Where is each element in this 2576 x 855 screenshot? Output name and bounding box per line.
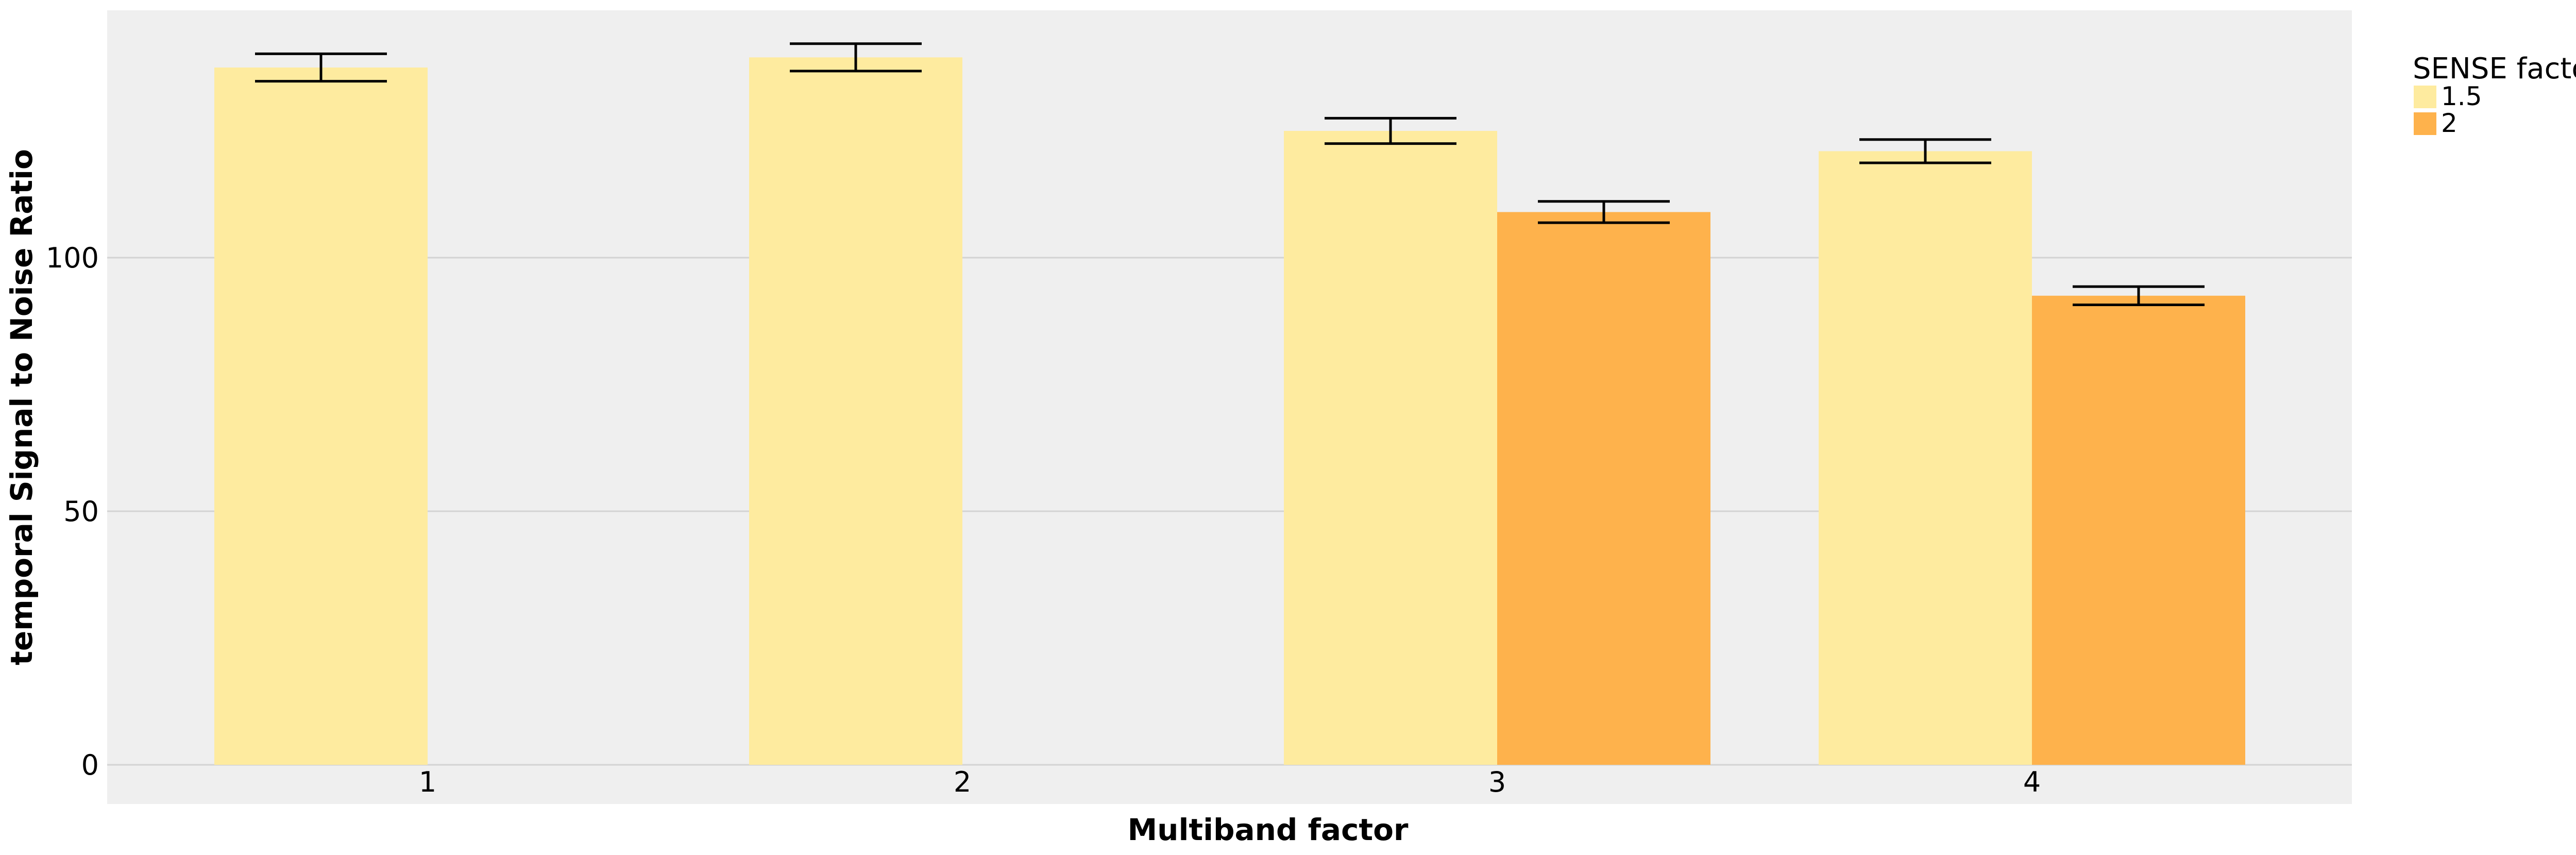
y-tick-label: 0 bbox=[81, 749, 99, 781]
legend-label: 2 bbox=[2441, 108, 2458, 138]
legend-swatch bbox=[2414, 112, 2436, 135]
bar bbox=[1497, 212, 1710, 765]
x-tick-label: 2 bbox=[954, 766, 971, 798]
error-bar bbox=[1538, 200, 1670, 224]
y-tick-labels: 0 50 100 bbox=[46, 242, 99, 781]
x-tick-label: 4 bbox=[2023, 766, 2041, 798]
legend-title: SENSE factor bbox=[2413, 52, 2576, 86]
bars bbox=[214, 57, 2245, 765]
error-bar bbox=[790, 42, 922, 73]
bar bbox=[2032, 295, 2245, 765]
bar bbox=[749, 57, 962, 765]
bar bbox=[1819, 151, 2032, 765]
x-axis-title: Multiband factor bbox=[1127, 812, 1408, 847]
error-bar bbox=[1859, 138, 1991, 164]
x-tick-label: 1 bbox=[419, 766, 436, 798]
error-bar bbox=[255, 52, 387, 83]
y-axis-title: temporal Signal to Noise Ratio bbox=[4, 149, 39, 665]
y-tick-label: 100 bbox=[46, 242, 99, 274]
error-bar bbox=[2073, 285, 2205, 307]
bar bbox=[214, 68, 428, 765]
error-bars bbox=[255, 42, 2205, 307]
legend-swatch bbox=[2414, 86, 2436, 108]
x-tick-label: 3 bbox=[1488, 766, 1506, 798]
error-bar bbox=[1325, 116, 1456, 145]
legend-entries: 1.52 bbox=[2414, 81, 2482, 138]
bar bbox=[1284, 131, 1497, 765]
legend: SENSE factor 1.52 bbox=[2413, 52, 2576, 138]
x-tick-labels: 1 2 3 4 bbox=[419, 766, 2041, 798]
y-tick-label: 50 bbox=[63, 495, 99, 528]
legend-label: 1.5 bbox=[2441, 81, 2482, 111]
